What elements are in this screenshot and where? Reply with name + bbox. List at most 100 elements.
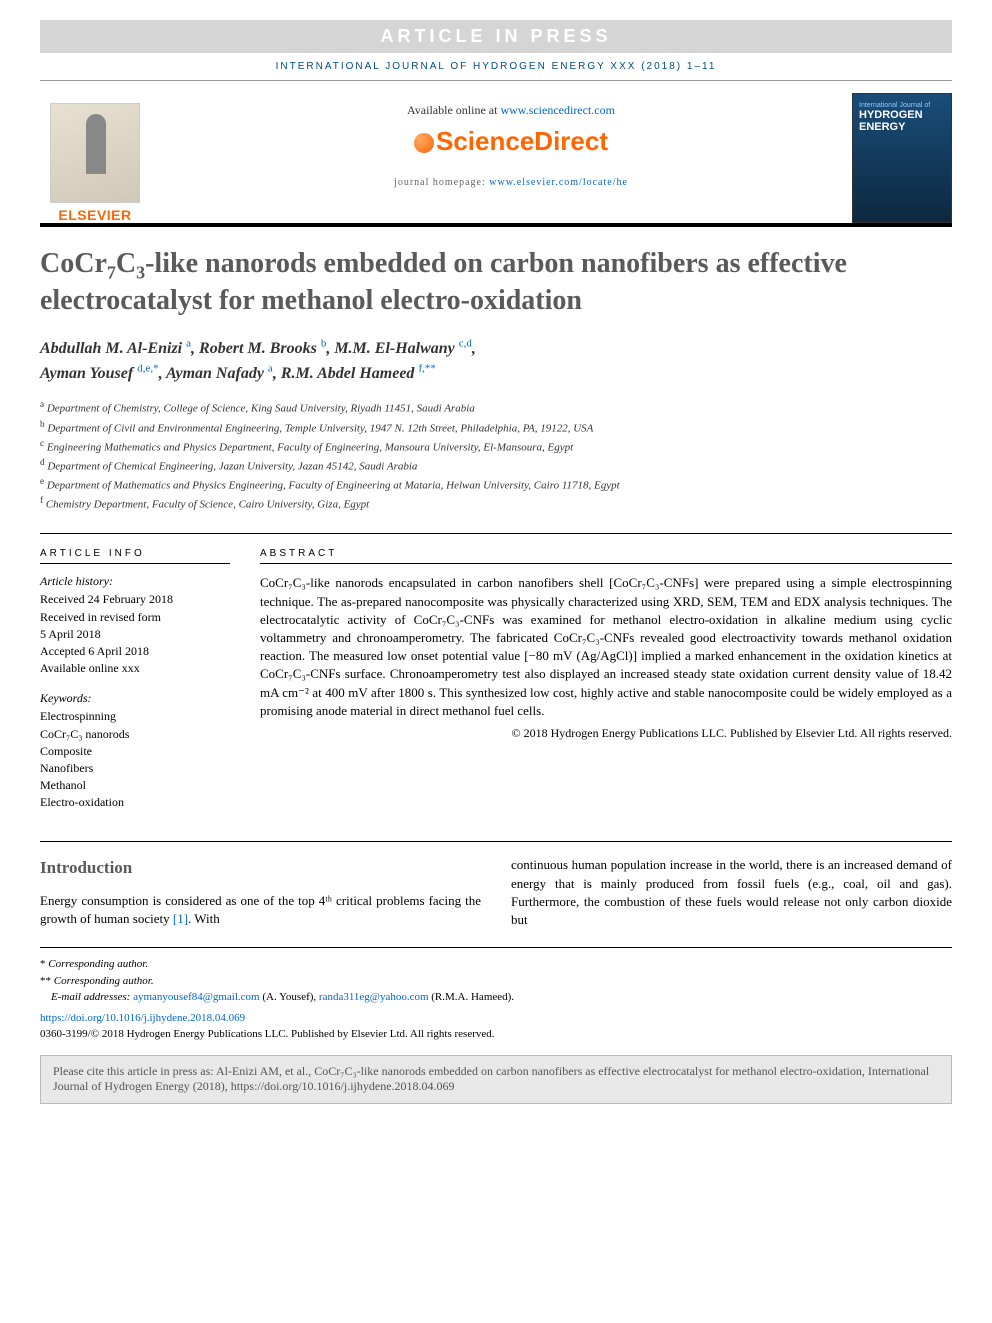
article-history-label: Article history: bbox=[40, 574, 230, 589]
author-email-link[interactable]: randa311eg@yahoo.com bbox=[319, 991, 429, 1003]
aff-text: Department of Chemistry, College of Scie… bbox=[47, 403, 475, 415]
email-label: E-mail addresses: bbox=[51, 991, 133, 1003]
abstract-heading: ABSTRACT bbox=[260, 548, 952, 564]
body-column-left: Introduction Energy consumption is consi… bbox=[40, 856, 481, 929]
intro-paragraph: Energy consumption is considered as one … bbox=[40, 892, 481, 928]
corresponding-note: ** Corresponding author. bbox=[40, 973, 952, 990]
cover-title: HYDROGEN ENERGY bbox=[859, 109, 945, 133]
aff-sup: a bbox=[40, 399, 44, 409]
info-abstract-row: ARTICLE INFO Article history: Received 2… bbox=[40, 533, 952, 811]
journal-header-box: ELSEVIER Available online at www.science… bbox=[40, 80, 952, 227]
author-aff: a bbox=[186, 338, 191, 350]
keyword: CoCr₇C₃ nanorods bbox=[40, 726, 230, 742]
article-info-panel: ARTICLE INFO Article history: Received 2… bbox=[40, 548, 260, 811]
author-name: M.M. El-Halwany bbox=[334, 340, 454, 357]
aff-text: Department of Civil and Environmental En… bbox=[47, 422, 593, 434]
author-email-link[interactable]: aymanyousef84@gmail.com bbox=[133, 991, 260, 1003]
corr-mark: ** bbox=[40, 975, 51, 987]
keyword: Nanofibers bbox=[40, 760, 230, 776]
keyword: Methanol bbox=[40, 777, 230, 793]
abstract-body: CoCr₇C₃-like nanorods encapsulated in ca… bbox=[260, 574, 952, 720]
body-columns: Introduction Energy consumption is consi… bbox=[40, 841, 952, 929]
keyword: Electro-oxidation bbox=[40, 794, 230, 810]
sciencedirect-wordmark: ScienceDirect bbox=[436, 126, 608, 156]
citation-link[interactable]: [1] bbox=[173, 911, 188, 926]
affiliations-list: a Department of Chemistry, College of Sc… bbox=[40, 398, 952, 513]
author-name: Abdullah M. Al-Enizi bbox=[40, 340, 182, 357]
elsevier-logo: ELSEVIER bbox=[40, 93, 150, 223]
cover-subtitle: International Journal of bbox=[859, 102, 945, 109]
abstract-panel: ABSTRACT CoCr₇C₃-like nanorods encapsula… bbox=[260, 548, 952, 811]
keywords-label: Keywords: bbox=[40, 691, 230, 706]
aff-text: Chemistry Department, Faculty of Science… bbox=[46, 499, 369, 511]
journal-homepage-link[interactable]: www.elsevier.com/locate/he bbox=[489, 177, 628, 188]
author-name: R.M. Abdel Hameed bbox=[281, 365, 415, 382]
elsevier-wordmark: ELSEVIER bbox=[58, 207, 131, 223]
history-line: 5 April 2018 bbox=[40, 626, 230, 642]
email-line: E-mail addresses: aymanyousef84@gmail.co… bbox=[40, 989, 952, 1006]
corresponding-note: * Corresponding author. bbox=[40, 956, 952, 973]
author: Robert M. Brooks b bbox=[199, 340, 326, 357]
history-line: Received 24 February 2018 bbox=[40, 591, 230, 607]
author-aff: a bbox=[268, 363, 273, 375]
journal-header-line: INTERNATIONAL JOURNAL OF HYDROGEN ENERGY… bbox=[40, 53, 952, 80]
history-line: Available online xxx bbox=[40, 660, 230, 676]
keyword: Electrospinning bbox=[40, 708, 230, 724]
sciencedirect-ball-icon bbox=[414, 133, 434, 153]
author-aff: b bbox=[321, 338, 327, 350]
doi-line: https://doi.org/10.1016/j.ijhydene.2018.… bbox=[40, 1010, 952, 1027]
abstract-copyright: © 2018 Hydrogen Energy Publications LLC.… bbox=[260, 726, 952, 741]
available-online-line: Available online at www.sciencedirect.co… bbox=[170, 103, 852, 118]
aff-text: Engineering Mathematics and Physics Depa… bbox=[47, 441, 573, 453]
section-heading-introduction: Introduction bbox=[40, 856, 481, 880]
sciencedirect-logo: ScienceDirect bbox=[170, 126, 852, 157]
email-author-name: (A. Yousef), bbox=[260, 991, 319, 1003]
affiliation: b Department of Civil and Environmental … bbox=[40, 418, 952, 437]
author-aff: d,e, bbox=[137, 363, 153, 375]
intro-text: Energy consumption is considered as one … bbox=[40, 893, 481, 926]
sciencedirect-link[interactable]: www.sciencedirect.com bbox=[500, 103, 615, 117]
elsevier-tree-icon bbox=[50, 103, 140, 203]
author-name: Robert M. Brooks bbox=[199, 340, 317, 357]
doi-link[interactable]: https://doi.org/10.1016/j.ijhydene.2018.… bbox=[40, 1012, 245, 1024]
aff-sup: e bbox=[40, 476, 44, 486]
available-prefix: Available online at bbox=[407, 103, 500, 117]
article-in-press-banner: ARTICLE IN PRESS bbox=[40, 20, 952, 53]
citation-box: Please cite this article in press as: Al… bbox=[40, 1055, 952, 1104]
affiliation: e Department of Mathematics and Physics … bbox=[40, 475, 952, 494]
corr-mark: * bbox=[40, 958, 46, 970]
author-name: Ayman Nafady bbox=[166, 365, 264, 382]
aff-text: Department of Mathematics and Physics En… bbox=[47, 480, 620, 492]
journal-homepage-line: journal homepage: www.elsevier.com/locat… bbox=[170, 177, 852, 188]
title-text: CoCr bbox=[40, 248, 107, 279]
aff-sup: b bbox=[40, 419, 45, 429]
aff-sup: d bbox=[40, 457, 45, 467]
author-aff: c,d bbox=[459, 338, 472, 350]
corresponding-marker: * bbox=[153, 363, 159, 375]
title-post: -like nanorods embedded on carbon nanofi… bbox=[40, 248, 847, 316]
intro-paragraph-continued: continuous human population increase in … bbox=[511, 856, 952, 929]
author: Ayman Yousef d,e,* bbox=[40, 365, 159, 382]
affiliation: a Department of Chemistry, College of Sc… bbox=[40, 398, 952, 417]
author: Abdullah M. Al-Enizi a bbox=[40, 340, 191, 357]
footnotes: * Corresponding author. ** Corresponding… bbox=[40, 947, 952, 1043]
author: M.M. El-Halwany c,d bbox=[334, 340, 472, 357]
header-center: Available online at www.sciencedirect.co… bbox=[170, 93, 852, 188]
aff-text: Department of Chemical Engineering, Jaza… bbox=[47, 461, 417, 473]
intro-text-post: . With bbox=[188, 911, 220, 926]
author: Ayman Nafady a bbox=[166, 365, 273, 382]
history-line: Received in revised form bbox=[40, 609, 230, 625]
aff-sup: f bbox=[40, 495, 43, 505]
article-title: CoCr7C3-like nanorods embedded on carbon… bbox=[40, 247, 952, 318]
keyword: Composite bbox=[40, 743, 230, 759]
corresponding-marker: ** bbox=[425, 363, 436, 375]
affiliation: f Chemistry Department, Faculty of Scien… bbox=[40, 494, 952, 513]
title-sub1: 7 bbox=[107, 263, 116, 283]
corr-label: Corresponding author. bbox=[48, 958, 148, 970]
author: R.M. Abdel Hameed f,** bbox=[281, 365, 436, 382]
aff-sup: c bbox=[40, 438, 44, 448]
history-line: Accepted 6 April 2018 bbox=[40, 643, 230, 659]
issn-copyright: 0360-3199/© 2018 Hydrogen Energy Publica… bbox=[40, 1026, 952, 1043]
affiliation: d Department of Chemical Engineering, Ja… bbox=[40, 456, 952, 475]
author-list: Abdullah M. Al-Enizi a, Robert M. Brooks… bbox=[40, 336, 952, 387]
